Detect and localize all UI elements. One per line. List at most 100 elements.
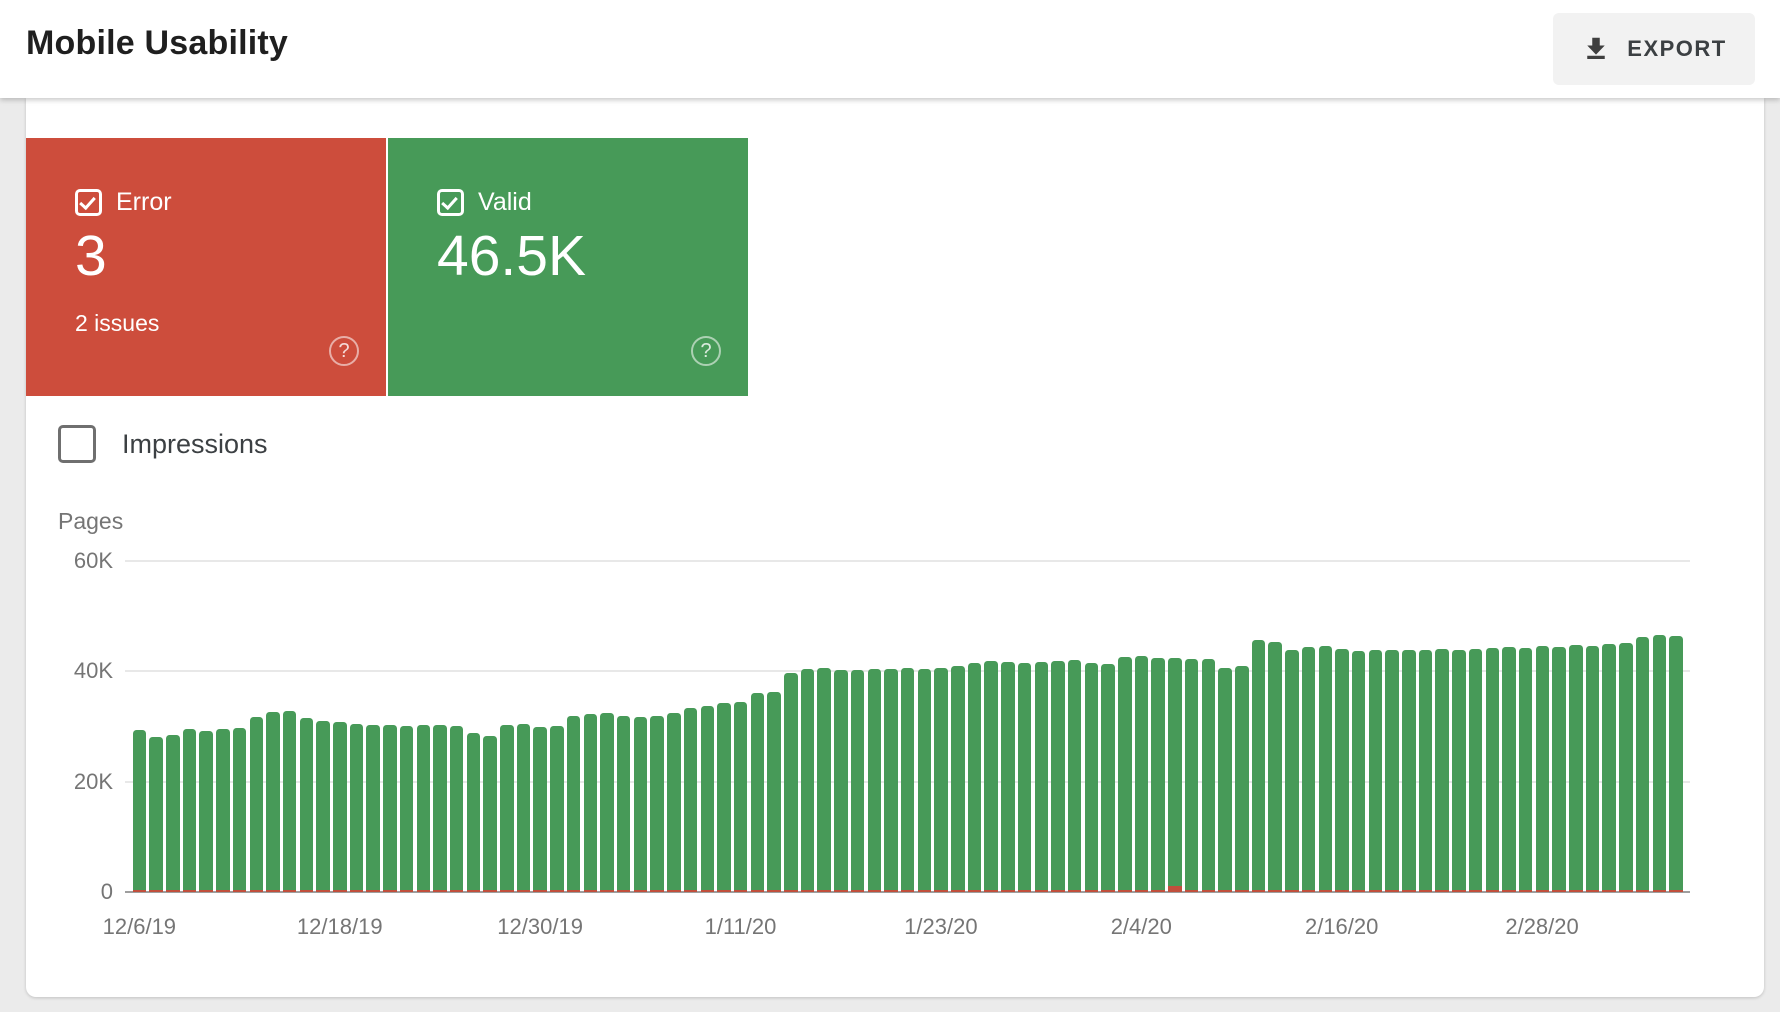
valid-pages-bar[interactable]	[616, 716, 631, 892]
valid-pages-bar[interactable]	[1468, 648, 1483, 892]
valid-pages-bar[interactable]	[149, 737, 163, 892]
valid-pages-bar[interactable]	[1084, 662, 1099, 892]
valid-pages-bar[interactable]	[1301, 647, 1316, 892]
valid-pages-bar[interactable]	[1351, 650, 1366, 892]
valid-pages-bar[interactable]	[951, 665, 965, 892]
valid-pages-bar[interactable]	[199, 730, 213, 892]
valid-pages-bar[interactable]	[667, 713, 681, 892]
valid-pages-bar[interactable]	[1335, 648, 1349, 892]
valid-pages-bar[interactable]	[1251, 640, 1266, 892]
impressions-toggle[interactable]: Impressions	[58, 425, 268, 463]
valid-pages-bar[interactable]	[967, 663, 982, 892]
valid-pages-bar[interactable]	[1402, 649, 1416, 892]
valid-pages-bar[interactable]	[817, 668, 831, 892]
valid-pages-bar[interactable]	[416, 725, 431, 892]
valid-pages-bar[interactable]	[850, 670, 865, 892]
valid-pages-bar[interactable]	[1201, 659, 1216, 892]
valid-pages-bar[interactable]	[583, 713, 598, 892]
valid-summary-card[interactable]: Valid 46.5K ?	[388, 138, 748, 396]
valid-pages-bar[interactable]	[1134, 655, 1149, 892]
valid-pages-bar[interactable]	[1285, 649, 1299, 892]
valid-pages-bar[interactable]	[1619, 643, 1633, 892]
valid-pages-bar[interactable]	[366, 725, 380, 892]
valid-pages-bar[interactable]	[266, 712, 280, 892]
valid-pages-bar[interactable]	[1435, 649, 1449, 892]
valid-pages-bar[interactable]	[500, 724, 514, 892]
valid-pages-bar[interactable]	[1101, 663, 1115, 892]
valid-pages-bar[interactable]	[132, 730, 147, 892]
valid-pages-bar[interactable]	[1168, 658, 1182, 892]
valid-pages-bar[interactable]	[1218, 668, 1232, 892]
valid-pages-bar[interactable]	[717, 703, 731, 892]
valid-pages-bar[interactable]	[1502, 647, 1516, 892]
valid-pages-bar[interactable]	[1518, 647, 1533, 892]
valid-checkbox-checked[interactable]	[437, 189, 464, 216]
valid-pages-bar[interactable]	[1184, 658, 1199, 892]
valid-pages-bar[interactable]	[433, 724, 447, 892]
valid-pages-bar[interactable]	[1268, 641, 1282, 892]
valid-pages-bar[interactable]	[232, 728, 247, 892]
valid-pages-bar[interactable]	[1318, 646, 1333, 892]
valid-pages-bar[interactable]	[1635, 636, 1650, 892]
valid-pages-bar[interactable]	[767, 691, 781, 892]
valid-pages-bar[interactable]	[1552, 646, 1566, 892]
valid-pages-bar[interactable]	[700, 706, 714, 892]
error-summary-card[interactable]: Error 3 2 issues ?	[26, 138, 386, 396]
valid-pages-bar[interactable]	[1385, 650, 1399, 892]
valid-pages-bar[interactable]	[683, 708, 698, 892]
valid-pages-bar[interactable]	[784, 673, 798, 892]
valid-pages-bar[interactable]	[466, 733, 481, 892]
impressions-checkbox-unchecked[interactable]	[58, 425, 96, 463]
valid-pages-bar[interactable]	[299, 717, 314, 892]
valid-pages-bar[interactable]	[566, 716, 581, 892]
valid-pages-bar[interactable]	[600, 712, 614, 892]
valid-pages-bar[interactable]	[984, 660, 998, 892]
export-button[interactable]: EXPORT	[1553, 13, 1755, 85]
valid-pages-bar[interactable]	[834, 669, 848, 892]
valid-pages-bar[interactable]	[934, 667, 948, 892]
valid-pages-bar[interactable]	[1118, 657, 1132, 892]
valid-pages-bar[interactable]	[216, 729, 230, 892]
valid-help-icon[interactable]: ?	[691, 336, 721, 366]
valid-pages-bar[interactable]	[1051, 661, 1065, 892]
valid-pages-bar[interactable]	[1235, 666, 1249, 892]
valid-pages-bar[interactable]	[900, 668, 915, 892]
valid-pages-bar[interactable]	[800, 669, 815, 892]
valid-pages-bar[interactable]	[282, 710, 297, 892]
valid-pages-bar[interactable]	[550, 725, 564, 892]
valid-pages-bar[interactable]	[1669, 635, 1683, 892]
valid-pages-bar[interactable]	[733, 702, 748, 892]
valid-pages-bar[interactable]	[1001, 662, 1015, 892]
valid-pages-bar[interactable]	[1535, 646, 1550, 892]
valid-pages-bar[interactable]	[516, 723, 531, 892]
valid-pages-bar[interactable]	[483, 735, 497, 892]
valid-pages-bar[interactable]	[316, 721, 330, 892]
valid-pages-bar[interactable]	[249, 717, 264, 892]
valid-pages-bar[interactable]	[166, 734, 180, 892]
valid-pages-bar[interactable]	[333, 721, 347, 892]
valid-pages-bar[interactable]	[1602, 644, 1616, 892]
valid-pages-bar[interactable]	[1067, 660, 1082, 892]
valid-pages-bar[interactable]	[1452, 649, 1466, 892]
valid-pages-bar[interactable]	[1034, 662, 1049, 892]
valid-pages-bar[interactable]	[1368, 649, 1383, 892]
valid-pages-bar[interactable]	[1652, 634, 1667, 892]
valid-pages-bar[interactable]	[349, 724, 364, 892]
error-help-icon[interactable]: ?	[329, 336, 359, 366]
valid-pages-bar[interactable]	[1585, 646, 1600, 892]
valid-pages-bar[interactable]	[383, 724, 397, 892]
valid-pages-bar[interactable]	[650, 715, 664, 892]
valid-pages-bar[interactable]	[449, 725, 464, 892]
valid-pages-bar[interactable]	[884, 669, 898, 892]
valid-pages-bar[interactable]	[917, 668, 932, 892]
valid-pages-bar[interactable]	[1485, 648, 1500, 892]
valid-pages-bar[interactable]	[1017, 662, 1032, 892]
valid-pages-bar[interactable]	[867, 668, 882, 892]
valid-pages-bar[interactable]	[633, 716, 648, 892]
valid-pages-bar[interactable]	[1569, 645, 1583, 892]
valid-pages-bar[interactable]	[750, 693, 765, 892]
valid-pages-bar[interactable]	[182, 728, 197, 892]
valid-pages-bar[interactable]	[399, 725, 414, 892]
error-checkbox-checked[interactable]	[75, 189, 102, 216]
valid-pages-bar[interactable]	[533, 726, 547, 892]
